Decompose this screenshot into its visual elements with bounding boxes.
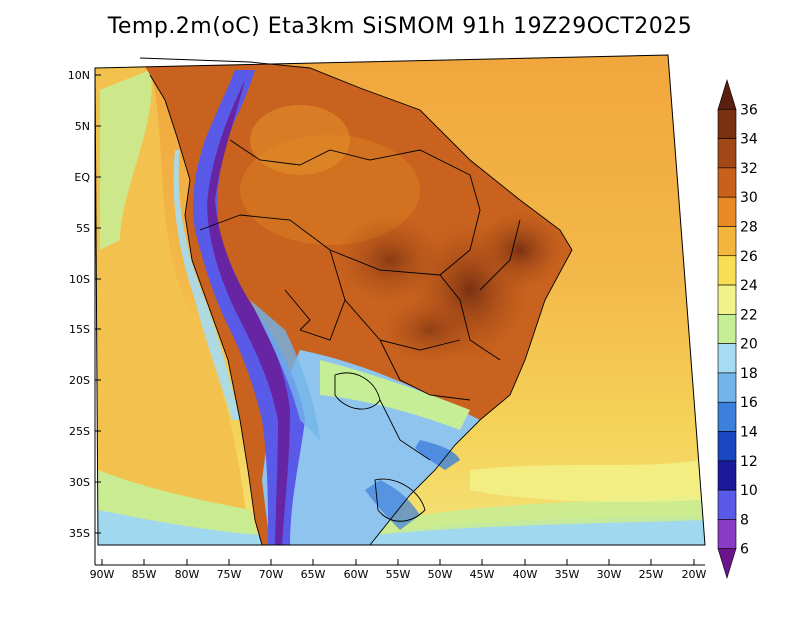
- svg-text:25S: 25S: [69, 425, 90, 438]
- lon-tick: 75W: [217, 559, 242, 581]
- svg-text:35S: 35S: [69, 527, 90, 540]
- svg-text:60W: 60W: [344, 568, 369, 581]
- colorbar: 36 34 32 30 28 26 24 22 20 18 16 14 12 10 8 6: [717, 78, 758, 580]
- lon-tick: 80W: [175, 559, 200, 581]
- lon-tick: 70W: [259, 559, 284, 581]
- longitude-axis: 90W 85W 80W 75W 70W 65W 60W 55W 50W 45W …: [90, 559, 707, 581]
- lat-tick: 5S: [76, 222, 101, 235]
- svg-text:25W: 25W: [639, 568, 664, 581]
- svg-text:45W: 45W: [470, 568, 495, 581]
- lon-tick: 85W: [132, 559, 157, 581]
- svg-text:EQ: EQ: [74, 171, 90, 184]
- svg-text:40W: 40W: [513, 568, 538, 581]
- colorbar-swatch: [717, 460, 737, 491]
- colorbar-swatch: [717, 372, 737, 403]
- colorbar-label: 22: [740, 307, 758, 323]
- map-title: Temp.2m(oC) Eta3km SiSMOM 91h 19Z29OCT20…: [107, 14, 693, 39]
- colorbar-label: 10: [740, 483, 758, 499]
- svg-text:10N: 10N: [68, 69, 90, 82]
- lat-tick: 30S: [69, 476, 101, 489]
- colorbar-label: 32: [740, 161, 758, 177]
- colorbar-swatch: [717, 548, 737, 580]
- lon-tick: 55W: [386, 559, 411, 581]
- svg-text:5S: 5S: [76, 222, 90, 235]
- country-borders: [139, 57, 573, 546]
- colorbar-label: 18: [740, 366, 758, 382]
- svg-text:85W: 85W: [132, 568, 157, 581]
- colorbar-swatch: [717, 519, 737, 550]
- lon-tick: 20W: [682, 559, 707, 581]
- svg-text:5N: 5N: [75, 120, 90, 133]
- lon-tick: 90W: [90, 559, 115, 581]
- lon-tick: 35W: [555, 559, 580, 581]
- colorbar-label: 24: [740, 278, 758, 294]
- colorbar-label: 6: [740, 542, 749, 558]
- temperature-field: [95, 55, 705, 545]
- svg-text:20S: 20S: [69, 374, 90, 387]
- colorbar-swatch: [717, 343, 737, 374]
- svg-text:65W: 65W: [301, 568, 326, 581]
- lon-tick: 30W: [597, 559, 622, 581]
- colorbar-swatch: [717, 108, 737, 139]
- colorbar-swatch: [717, 314, 737, 344]
- colorbar-swatch: [717, 284, 737, 315]
- colorbar-label: 20: [740, 337, 758, 353]
- lat-tick: 20S: [69, 374, 101, 387]
- lat-tick: 10S: [69, 273, 101, 286]
- colorbar-swatch: [717, 401, 737, 432]
- colorbar-swatch: [717, 431, 737, 462]
- colorbar-label: 12: [740, 454, 758, 470]
- colorbar-label: 28: [740, 219, 758, 235]
- lat-tick: 15S: [69, 323, 101, 336]
- lon-tick: 65W: [301, 559, 326, 581]
- svg-text:50W: 50W: [428, 568, 453, 581]
- colorbar-swatch: [717, 226, 737, 257]
- svg-text:10S: 10S: [69, 273, 90, 286]
- colorbar-label: 8: [740, 512, 749, 528]
- lat-tick: 35S: [69, 527, 101, 540]
- svg-text:90W: 90W: [90, 568, 115, 581]
- colorbar-swatch: [717, 489, 737, 520]
- svg-text:70W: 70W: [259, 568, 284, 581]
- lon-tick: 40W: [513, 559, 538, 581]
- colorbar-label: 30: [740, 190, 758, 206]
- lat-tick: EQ: [74, 171, 101, 184]
- svg-text:35W: 35W: [555, 568, 580, 581]
- colorbar-label: 36: [740, 102, 758, 118]
- colorbar-label: 26: [740, 249, 758, 265]
- colorbar-label: 34: [740, 132, 758, 148]
- colorbar-swatch: [717, 255, 737, 286]
- colorbar-swatch: [717, 138, 737, 169]
- lat-tick: 10N: [68, 69, 101, 82]
- lon-tick: 45W: [470, 559, 495, 581]
- colorbar-swatch: [717, 196, 737, 227]
- svg-text:55W: 55W: [386, 568, 411, 581]
- lon-tick: 60W: [344, 559, 369, 581]
- lat-tick: 5N: [75, 120, 101, 133]
- latitude-axis: 10N 5N EQ 5S 10S 15S 20S 25S 30S 35S: [68, 69, 101, 540]
- colorbar-swatch: [717, 78, 737, 110]
- svg-text:30W: 30W: [597, 568, 622, 581]
- map-frame: [94, 54, 706, 546]
- svg-text:75W: 75W: [217, 568, 242, 581]
- lon-tick: 25W: [639, 559, 664, 581]
- svg-text:80W: 80W: [175, 568, 200, 581]
- colorbar-label: 16: [740, 395, 758, 411]
- svg-text:15S: 15S: [69, 323, 90, 336]
- colorbar-swatch: [717, 167, 737, 198]
- lon-tick: 50W: [428, 559, 453, 581]
- colorbar-label: 14: [740, 425, 758, 441]
- svg-text:30S: 30S: [69, 476, 90, 489]
- svg-text:20W: 20W: [682, 568, 707, 581]
- lat-tick: 25S: [69, 425, 101, 438]
